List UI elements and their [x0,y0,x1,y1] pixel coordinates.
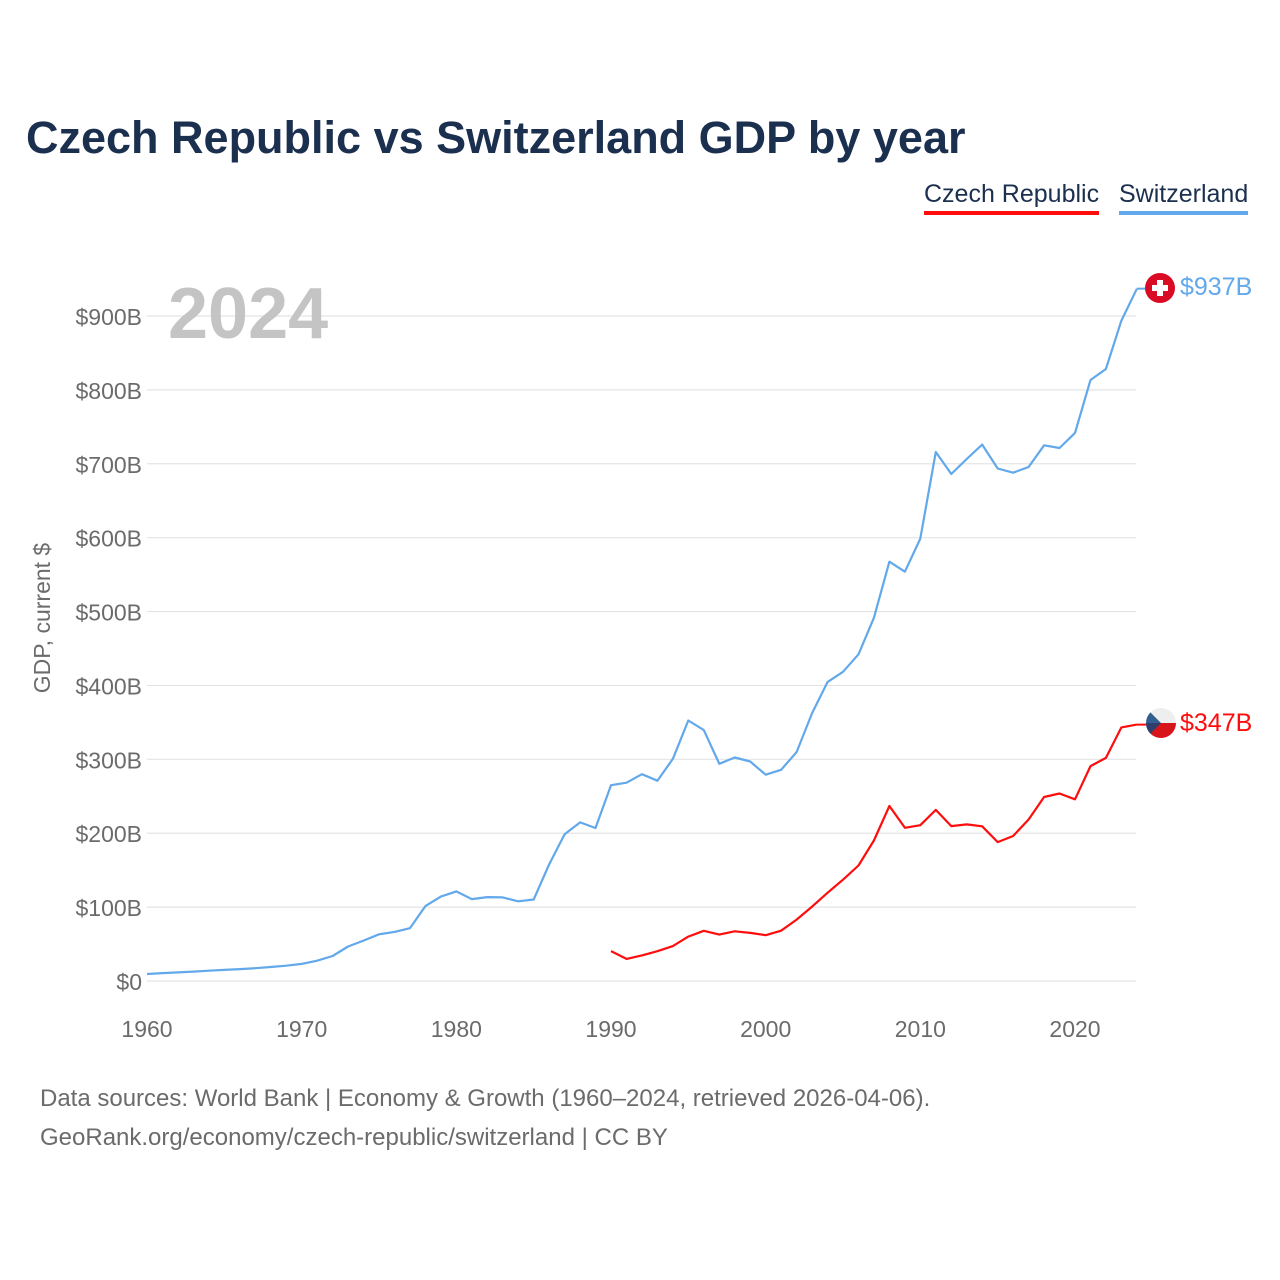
x-tick-label: 1980 [431,1016,482,1042]
x-tick-label: 1990 [585,1016,636,1042]
y-tick-label: $200B [75,821,142,847]
x-tick-label: 1970 [276,1016,327,1042]
x-tick-label: 2010 [895,1016,946,1042]
x-tick-label: 1960 [121,1016,172,1042]
y-tick-label: $900B [75,304,142,330]
switzerland-end-label: $937B [1180,273,1252,301]
switzerland-flag-icon [1145,273,1175,303]
series-line-switzerland [146,288,1138,976]
y-tick-label: $500B [75,600,142,626]
y-tick-label: $700B [75,452,142,478]
legend-czech-republic[interactable]: Czech Republic [924,180,1100,215]
x-tick-label: 2000 [740,1016,791,1042]
y-tick-label: $400B [75,673,142,699]
series-line-czech-republic [610,723,1138,960]
chart-title: Czech Republic vs Switzerland GDP by yea… [26,112,966,163]
y-axis-label: GDP, current $ [29,543,55,694]
czech-flag-icon [1146,708,1176,738]
y-tick-label: $800B [75,378,142,404]
y-tick-label: $600B [75,526,142,552]
x-tick-label: 2020 [1049,1016,1100,1042]
y-tick-label: $100B [75,895,142,921]
y-tick-label: $300B [75,747,142,773]
y-tick-label: $0 [116,969,142,995]
year-watermark: 2024 [168,274,328,354]
footer-link[interactable]: GeoRank.org/economy/czech-republic/switz… [40,1124,668,1151]
footer-sources: Data sources: World Bank | Economy & Gro… [40,1085,931,1112]
legend-switzerland[interactable]: Switzerland [1119,180,1249,215]
czech-end-label: $347B [1180,709,1252,737]
